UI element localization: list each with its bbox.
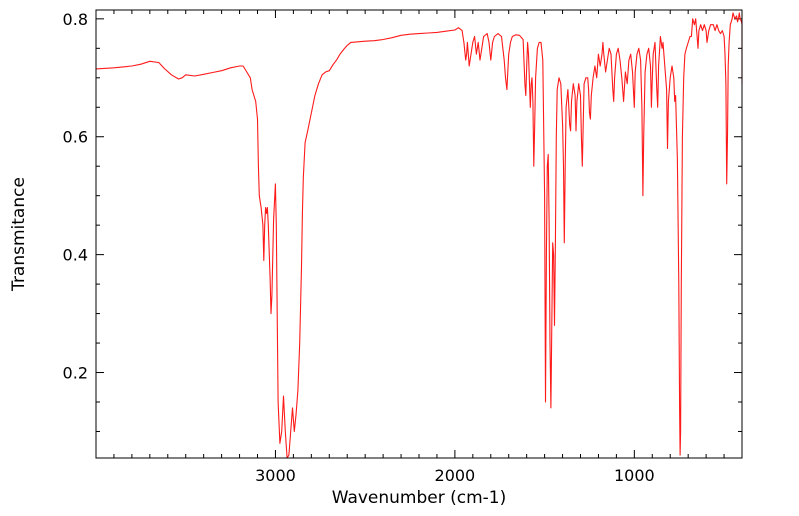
plot-frame <box>95 9 743 459</box>
spectrum-line <box>95 12 743 459</box>
x-axis-title: Wavenumber (cm-1) <box>332 488 507 508</box>
y-tick-label: 0.8 <box>63 10 88 29</box>
x-tick-label: 3000 <box>255 466 296 485</box>
x-tick-label: 2000 <box>435 466 476 485</box>
x-tick-label: 1000 <box>614 466 655 485</box>
y-axis-title: Transmitance <box>9 177 29 292</box>
y-tick-label: 0.2 <box>63 364 88 383</box>
y-tick-label: 0.4 <box>63 246 88 265</box>
y-tick-label: 0.6 <box>63 128 88 147</box>
axis-tick-labels: 3000 2000 1000 0.2 0.4 0.6 0.8 <box>63 10 655 485</box>
axis-ticks <box>96 10 742 458</box>
